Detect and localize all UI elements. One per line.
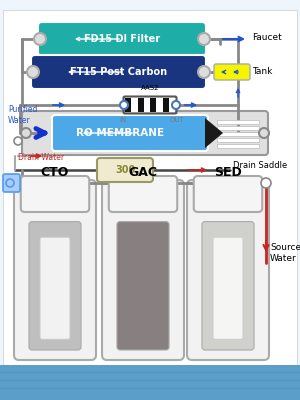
FancyBboxPatch shape xyxy=(117,222,169,350)
Text: Source
Water: Source Water xyxy=(270,243,300,263)
Text: FD15 DI Filter: FD15 DI Filter xyxy=(84,34,160,44)
Circle shape xyxy=(14,137,22,145)
Bar xyxy=(217,120,259,124)
FancyBboxPatch shape xyxy=(38,22,206,56)
Text: CTO: CTO xyxy=(41,166,69,179)
Bar xyxy=(144,98,150,112)
FancyBboxPatch shape xyxy=(187,180,269,360)
FancyBboxPatch shape xyxy=(52,115,208,151)
Text: IN: IN xyxy=(119,117,127,123)
Text: Purified
Water: Purified Water xyxy=(8,105,38,125)
Circle shape xyxy=(259,128,269,138)
Bar xyxy=(217,138,259,142)
FancyBboxPatch shape xyxy=(194,176,262,212)
Circle shape xyxy=(172,101,180,109)
Bar xyxy=(156,98,163,112)
Bar xyxy=(217,144,259,148)
Text: Tank: Tank xyxy=(252,66,272,76)
Bar xyxy=(217,126,259,130)
FancyBboxPatch shape xyxy=(40,237,70,339)
FancyBboxPatch shape xyxy=(109,176,177,212)
Bar xyxy=(169,98,175,112)
Text: OUT: OUT xyxy=(169,117,184,123)
FancyBboxPatch shape xyxy=(29,222,81,350)
Circle shape xyxy=(34,33,46,45)
Bar xyxy=(150,98,156,112)
Text: AAS2: AAS2 xyxy=(141,85,159,91)
FancyBboxPatch shape xyxy=(202,222,254,350)
FancyBboxPatch shape xyxy=(14,180,96,360)
Text: Faucet: Faucet xyxy=(252,34,282,42)
Circle shape xyxy=(198,33,210,45)
Text: 300: 300 xyxy=(115,165,135,175)
Text: SED: SED xyxy=(214,166,242,179)
Polygon shape xyxy=(205,118,223,148)
Bar xyxy=(125,98,131,112)
Bar xyxy=(217,132,259,136)
Circle shape xyxy=(198,66,210,78)
FancyBboxPatch shape xyxy=(102,180,184,360)
FancyBboxPatch shape xyxy=(97,158,153,182)
Bar xyxy=(0,365,300,400)
Text: RO MEMBRANE: RO MEMBRANE xyxy=(76,128,164,138)
FancyBboxPatch shape xyxy=(31,55,206,89)
Circle shape xyxy=(27,66,39,78)
FancyBboxPatch shape xyxy=(3,174,20,192)
Text: GAC: GAC xyxy=(128,166,158,179)
Bar xyxy=(137,98,144,112)
Text: FT15 Post Carbon: FT15 Post Carbon xyxy=(70,67,167,77)
Circle shape xyxy=(6,179,14,187)
FancyBboxPatch shape xyxy=(21,176,89,212)
FancyBboxPatch shape xyxy=(213,237,243,339)
Bar xyxy=(3,10,297,365)
Text: Drain Water: Drain Water xyxy=(18,153,64,162)
Circle shape xyxy=(21,128,31,138)
Bar xyxy=(163,98,169,112)
FancyBboxPatch shape xyxy=(214,64,250,80)
Circle shape xyxy=(261,178,271,188)
Text: Drain Saddle: Drain Saddle xyxy=(233,162,287,170)
Bar xyxy=(131,98,137,112)
FancyBboxPatch shape xyxy=(22,111,268,155)
Circle shape xyxy=(120,101,128,109)
